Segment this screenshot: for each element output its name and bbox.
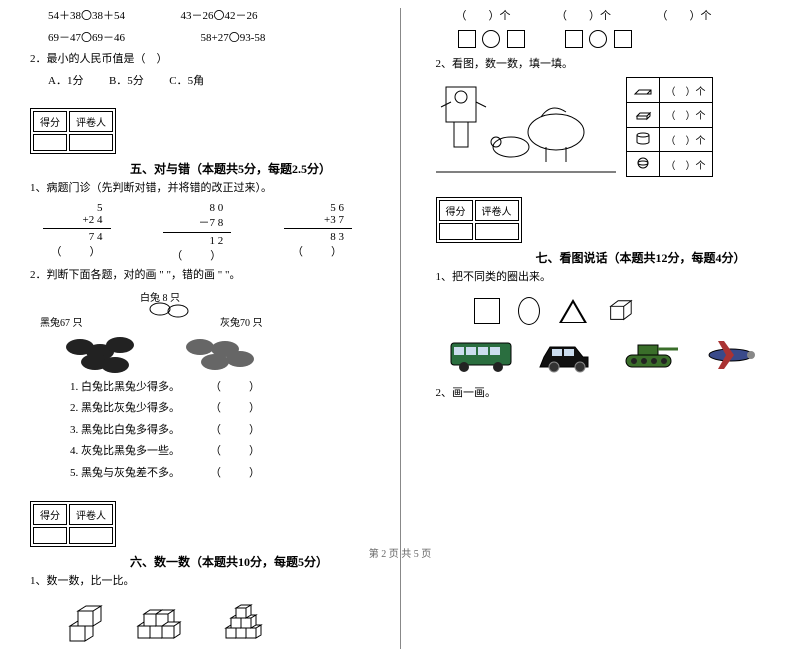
math-problem-2: 8 0 －7 8 1 2 （ ） — [163, 202, 231, 263]
cubes-image-1 — [60, 601, 110, 646]
tank-icon — [616, 335, 681, 375]
math-problem-1: 5 +2 4 7 4 （ ） — [43, 202, 111, 259]
equation: 69－47〇69－46 — [48, 32, 125, 44]
math-problem-3: 5 6 +3 7 8 3 （ ） — [284, 202, 352, 259]
question-2: 2．最小的人民币值是（ ） — [30, 51, 365, 69]
rabbits-image — [60, 297, 280, 377]
score-table: 得分评卷人 — [436, 197, 522, 243]
rabbit-statement: 3. 黑兔比白兔多得多。 — [70, 424, 180, 436]
square-shape — [474, 298, 500, 324]
option-b: B．5分 — [109, 75, 144, 87]
score-table: 得分评卷人 — [30, 501, 116, 547]
cubes-image-3 — [221, 596, 291, 646]
rabbit-statement: 2. 黑兔比灰兔少得多。 — [70, 402, 180, 414]
equation: 43－26〇42－26 — [181, 10, 258, 22]
car-icon — [536, 335, 596, 375]
rabbit-statement: 4. 灰兔比黑兔多一些。 — [70, 445, 180, 457]
rabbit-statement: 1. 白兔比黑兔少得多。 — [70, 381, 180, 393]
cube-shape — [606, 297, 634, 325]
count-label: （ ）个 — [456, 10, 511, 22]
count-label: （ ）个 — [556, 10, 611, 22]
option-a: A．1分 — [48, 75, 83, 87]
cubes-image-2 — [133, 601, 198, 646]
section-5-q1: 1、病题门诊（先判断对错，并将错的改正过来）。 — [30, 180, 365, 198]
triangle-shape — [559, 299, 587, 323]
circle-shape — [589, 30, 607, 48]
section-6-q1: 1、数一数，比一比。 — [30, 573, 365, 591]
right-q2: 2、看图，数一数，填一填。 — [436, 56, 771, 74]
plane-icon — [701, 335, 761, 375]
option-c: C．5角 — [169, 75, 204, 87]
section-7-q2: 2、画一画。 — [436, 385, 771, 403]
square-shape — [507, 30, 525, 48]
section-7-title: 七、看图说话（本题共12分，每题4分） — [536, 249, 771, 266]
equation: 58+27〇93-58 — [201, 32, 266, 44]
square-shape — [565, 30, 583, 48]
square-shape — [614, 30, 632, 48]
rabbit-statement: 5. 黑兔与灰兔差不多。 — [70, 467, 180, 479]
circle-shape — [482, 30, 500, 48]
bus-icon — [446, 335, 516, 375]
grader-label: 评卷人 — [69, 111, 113, 132]
page-footer: 第 2 页 共 5 页 — [0, 545, 800, 560]
section-5-q2: 2．判断下面各题，对的画 " "，错的画 " "。 — [30, 267, 365, 285]
score-label: 得分 — [33, 111, 67, 132]
section-5-title: 五、对与错（本题共5分，每题2.5分） — [130, 160, 365, 177]
robot-scene-image — [436, 77, 616, 177]
shape-count-table: （ ）个 （ ）个 （ ）个 （ ）个 — [626, 77, 713, 177]
score-table: 得分评卷人 — [30, 108, 116, 154]
section-7-q1: 1、把不同类的圈出来。 — [436, 269, 771, 287]
square-shape — [458, 30, 476, 48]
oval-shape — [518, 297, 540, 325]
count-label: （ ）个 — [657, 10, 712, 22]
equation: 54＋38〇38＋54 — [48, 10, 125, 22]
